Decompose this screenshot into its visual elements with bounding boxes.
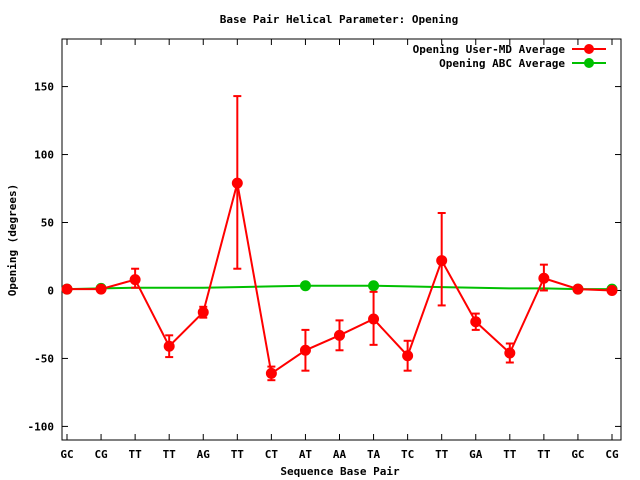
chart-title: Base Pair Helical Parameter: Opening bbox=[220, 13, 458, 26]
data-point bbox=[163, 340, 175, 352]
y-tick-label: 150 bbox=[34, 81, 54, 94]
x-tick-label: TT bbox=[435, 448, 449, 461]
y-tick-label: -100 bbox=[28, 420, 55, 433]
y-axis: -100 -50 0 50 100 150 bbox=[28, 81, 621, 433]
y-tick-label: 50 bbox=[41, 217, 54, 230]
x-tick-label: AA bbox=[333, 448, 347, 461]
y-axis-label: Opening (degrees) bbox=[6, 184, 19, 297]
data-point bbox=[95, 283, 107, 295]
y-tick-label: 100 bbox=[34, 149, 54, 162]
series-layer bbox=[61, 95, 618, 382]
x-tick-label: CT bbox=[265, 448, 279, 461]
data-point bbox=[402, 350, 414, 362]
data-point bbox=[368, 313, 380, 325]
data-point bbox=[606, 284, 618, 296]
series-line-1 bbox=[66, 284, 612, 291]
plot-area-frame bbox=[61, 38, 622, 441]
x-tick-label: TT bbox=[503, 448, 517, 461]
x-tick-label: TT bbox=[163, 448, 177, 461]
data-point bbox=[197, 306, 209, 318]
data-point bbox=[436, 255, 448, 267]
data-point bbox=[368, 280, 380, 292]
legend-marker bbox=[584, 58, 594, 68]
y-tick-label: 0 bbox=[47, 284, 54, 297]
x-tick-label: TA bbox=[367, 448, 381, 461]
data-point bbox=[504, 347, 516, 359]
data-point bbox=[538, 272, 550, 284]
x-axis: GC CG TT TT AG TT CT AT AA TA TC TT GA TT TT GC CG bbox=[60, 39, 619, 461]
data-point bbox=[129, 274, 141, 286]
x-tick-label: TC bbox=[401, 448, 414, 461]
legend-label: Opening User-MD Average bbox=[413, 43, 566, 56]
data-point bbox=[299, 344, 311, 356]
x-tick-label: AT bbox=[299, 448, 313, 461]
y-tick-label: -50 bbox=[34, 352, 54, 365]
x-tick-label: TT bbox=[537, 448, 551, 461]
data-point bbox=[265, 367, 277, 379]
data-point bbox=[334, 329, 345, 341]
x-tick-label: TT bbox=[129, 448, 143, 461]
legend-label: Opening ABC Average bbox=[439, 57, 565, 70]
data-point bbox=[470, 316, 482, 328]
x-tick-label: TT bbox=[231, 448, 245, 461]
x-axis-label: Sequence Base Pair bbox=[280, 465, 400, 478]
x-tick-label: GA bbox=[469, 448, 483, 461]
x-tick-label: CG bbox=[605, 448, 619, 461]
data-point bbox=[61, 283, 73, 295]
data-point bbox=[299, 280, 311, 292]
x-tick-label: GC bbox=[571, 448, 584, 461]
x-tick-label: CG bbox=[94, 448, 108, 461]
data-point bbox=[231, 177, 243, 189]
x-tick-label: AG bbox=[197, 448, 211, 461]
x-tick-label: GC bbox=[60, 448, 73, 461]
data-point bbox=[572, 283, 584, 295]
legend-marker bbox=[584, 44, 594, 54]
